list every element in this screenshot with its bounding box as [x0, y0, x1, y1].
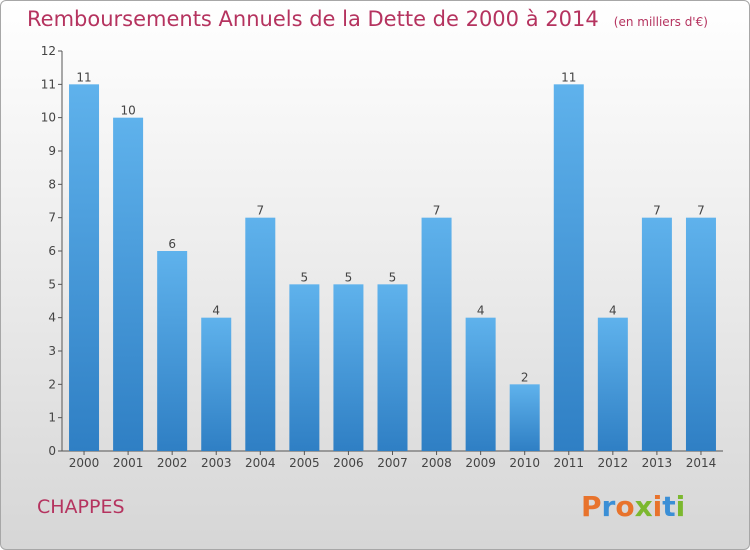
logo-letter: P: [581, 490, 602, 523]
bar: [113, 117, 144, 452]
city-name: CHAPPES: [37, 496, 125, 518]
y-tick-label: 11: [41, 77, 56, 91]
bar: [685, 217, 716, 451]
bar: [641, 217, 672, 451]
proxiti-logo: Proxiti: [581, 490, 685, 523]
logo-letter: i: [675, 490, 686, 523]
logo-letter: o: [615, 490, 635, 523]
chart-subtitle: (en milliers d'€): [613, 15, 708, 29]
x-tick-label: 2006: [333, 456, 364, 470]
x-tick-label: 2007: [377, 456, 408, 470]
x-tick-label: 2002: [157, 456, 188, 470]
data-label: 7: [653, 204, 661, 218]
data-label: 5: [301, 270, 309, 284]
bar: [509, 384, 540, 451]
y-tick-label: 9: [48, 144, 56, 158]
data-label: 11: [561, 70, 576, 84]
y-tick-label: 8: [48, 177, 56, 191]
y-tick-label: 2: [48, 377, 56, 391]
x-tick-label: 2010: [509, 456, 540, 470]
x-tick-label: 2009: [465, 456, 496, 470]
bar: [201, 317, 232, 451]
x-tick-label: 2004: [245, 456, 276, 470]
bar: [421, 217, 452, 451]
chart-title: Remboursements Annuels de la Dette de 20…: [27, 7, 599, 31]
y-tick-label: 1: [48, 411, 56, 425]
x-tick-label: 2012: [598, 456, 629, 470]
bar: [157, 251, 188, 451]
data-label: 6: [168, 237, 176, 251]
bar: [553, 84, 584, 451]
y-tick-label: 0: [48, 444, 56, 458]
data-label: 7: [697, 204, 705, 218]
y-tick-label: 5: [48, 277, 56, 291]
bar: [69, 84, 100, 451]
logo-letter: i: [652, 490, 663, 523]
bar: [333, 284, 364, 451]
data-label: 4: [212, 304, 220, 318]
x-tick-label: 2008: [421, 456, 452, 470]
data-label: 2: [521, 370, 529, 384]
x-tick-label: 2014: [686, 456, 717, 470]
x-tick-label: 2003: [201, 456, 232, 470]
data-label: 5: [345, 270, 353, 284]
y-tick-label: 3: [48, 344, 56, 358]
y-tick-label: 7: [48, 211, 56, 225]
x-tick-label: 2011: [553, 456, 584, 470]
data-label: 7: [256, 204, 264, 218]
logo-letter: t: [662, 490, 676, 523]
y-tick-label: 10: [41, 111, 56, 125]
bar: [465, 317, 496, 451]
x-tick-label: 2001: [113, 456, 144, 470]
bar: [245, 217, 276, 451]
x-tick-label: 2005: [289, 456, 320, 470]
data-label: 10: [120, 104, 135, 118]
data-label: 4: [477, 304, 485, 318]
x-tick-label: 2013: [642, 456, 673, 470]
title-row: Remboursements Annuels de la Dette de 20…: [27, 7, 708, 31]
bar: [289, 284, 320, 451]
y-tick-label: 12: [41, 44, 56, 58]
logo-letter: r: [601, 490, 616, 523]
bar: [597, 317, 628, 451]
logo-letter: x: [634, 490, 653, 523]
data-label: 5: [389, 270, 397, 284]
y-tick-label: 4: [48, 311, 56, 325]
bar: [377, 284, 408, 451]
data-label: 4: [609, 304, 617, 318]
data-label: 7: [433, 204, 441, 218]
x-tick-label: 2000: [69, 456, 100, 470]
y-tick-label: 6: [48, 244, 56, 258]
data-label: 11: [76, 70, 91, 84]
